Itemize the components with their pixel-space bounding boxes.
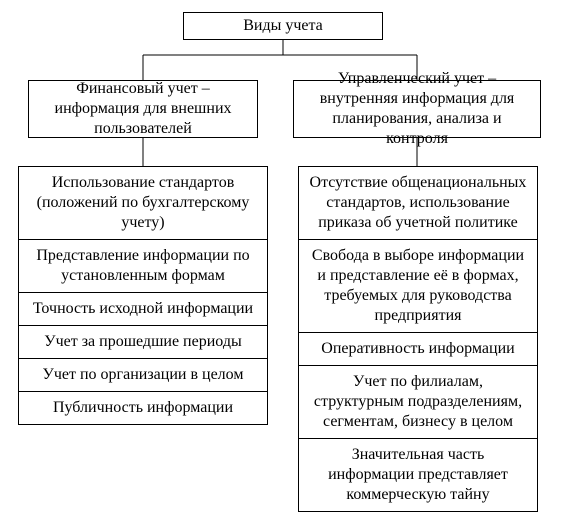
root-label: Виды учета xyxy=(243,16,323,36)
branch-item: Учет по филиалам, структурным подразделе… xyxy=(298,366,538,439)
branch-item: Учет по организации в целом xyxy=(18,359,268,392)
branch-item: Использование стандартов (положений по б… xyxy=(18,166,268,240)
branch-item: Точность исходной информации xyxy=(18,293,268,326)
branch-header-label: Финансовый учет – информация для внешних… xyxy=(35,79,251,139)
branch-item: Публичность информации xyxy=(18,392,268,425)
branch-header-label: Управленческий учет – внутренняя информа… xyxy=(300,69,534,149)
branch-item-label: Оперативность информации xyxy=(321,339,514,359)
branch-stack-financial: Использование стандартов (положений по б… xyxy=(18,166,268,425)
branch-header-financial: Финансовый учет – информация для внешних… xyxy=(28,80,258,138)
branch-item: Свобода в выборе информации и представле… xyxy=(298,240,538,333)
branch-header-management: Управленческий учет – внутренняя информа… xyxy=(293,80,541,138)
branch-item-label: Публичность информации xyxy=(53,398,233,418)
branch-item-label: Свобода в выборе информации и представле… xyxy=(307,246,529,326)
branch-item: Представление информации по установленны… xyxy=(18,240,268,293)
branch-stack-management: Отсутствие общенациональных стандартов, … xyxy=(298,166,538,512)
branch-item: Значительная часть информации представля… xyxy=(298,439,538,512)
branch-item-label: Учет по организации в целом xyxy=(43,365,244,385)
branch-item-label: Учет по филиалам, структурным подразделе… xyxy=(307,372,529,432)
branch-item-label: Значительная часть информации представля… xyxy=(307,445,529,505)
branch-item-label: Представление информации по установленны… xyxy=(27,246,259,286)
branch-item-label: Использование стандартов (положений по б… xyxy=(27,173,259,233)
branch-item-label: Учет за прошедшие периоды xyxy=(44,332,241,352)
branch-item-label: Отсутствие общенациональных стандартов, … xyxy=(307,173,529,233)
branch-item: Отсутствие общенациональных стандартов, … xyxy=(298,166,538,240)
branch-item: Оперативность информации xyxy=(298,333,538,366)
branch-item: Учет за прошедшие периоды xyxy=(18,326,268,359)
branch-item-label: Точность исходной информации xyxy=(33,299,253,319)
root-node: Виды учета xyxy=(183,12,383,40)
